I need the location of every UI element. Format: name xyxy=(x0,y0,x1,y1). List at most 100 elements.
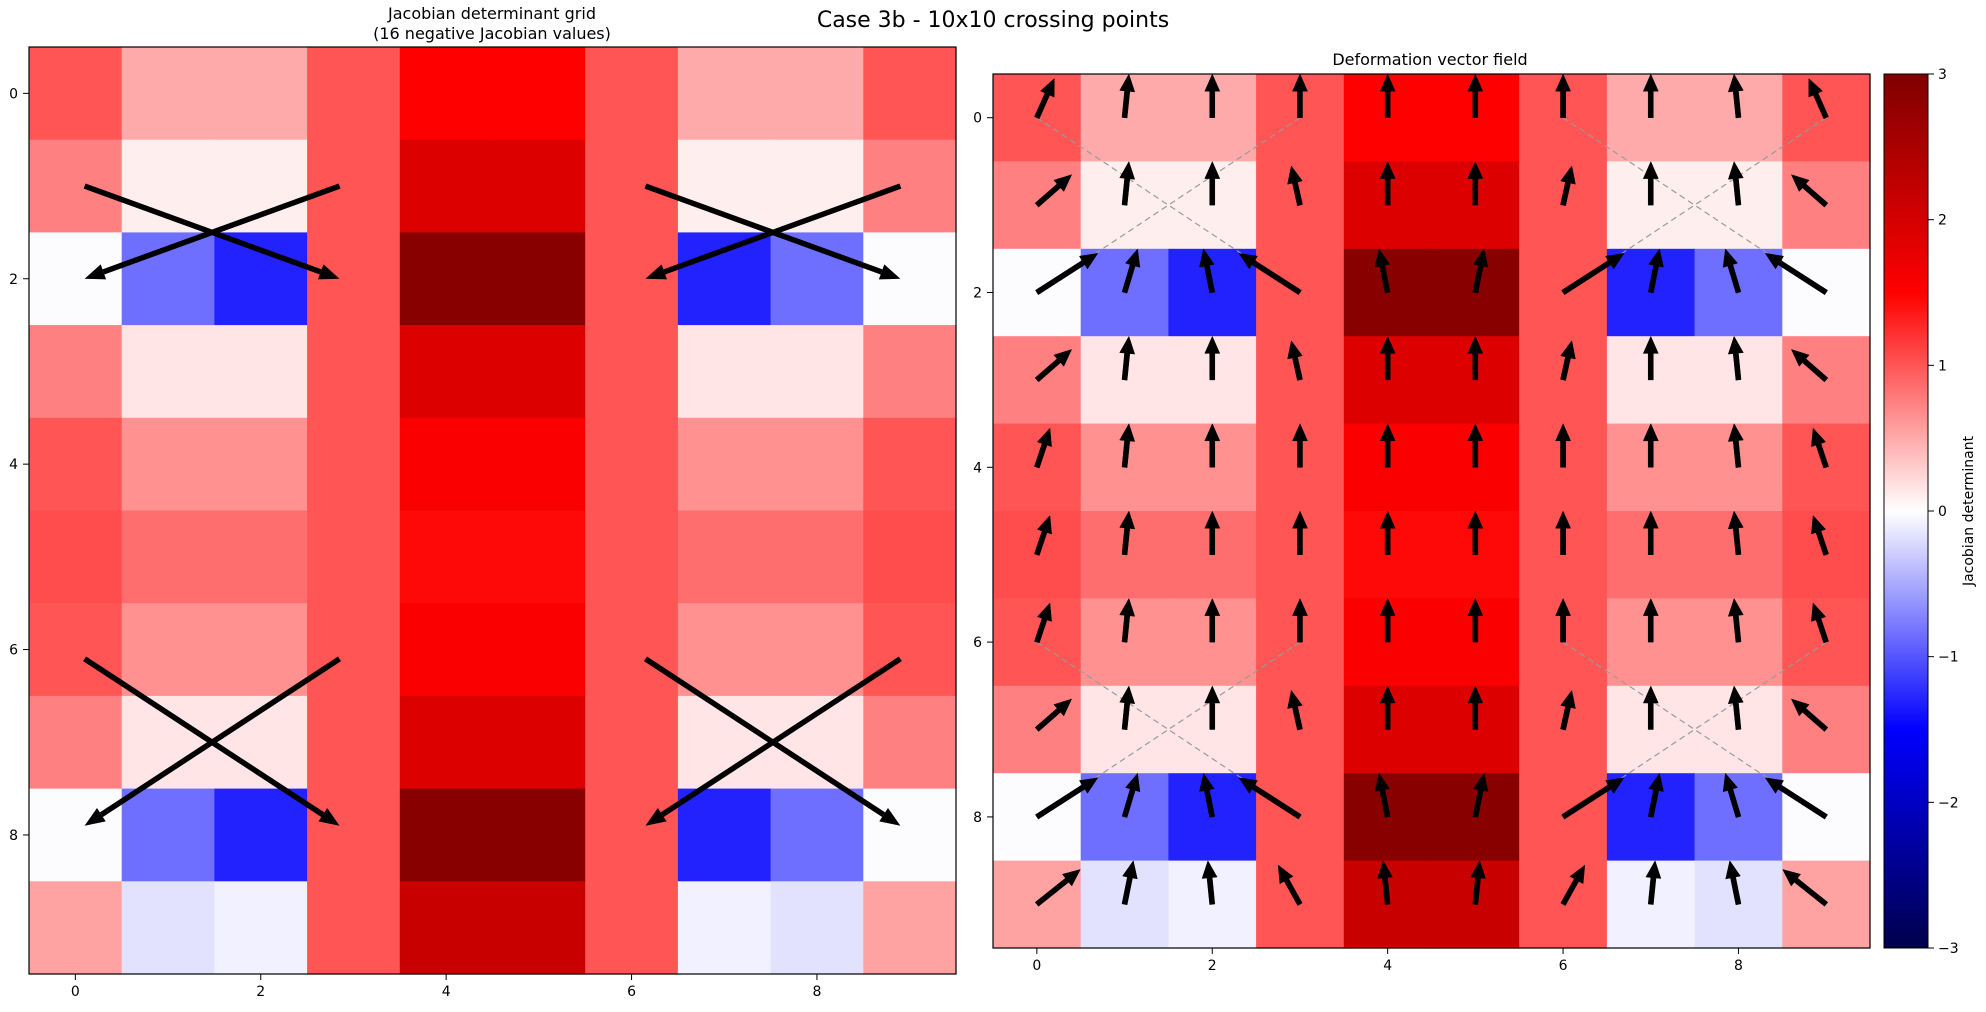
right-cell-r9-c3 xyxy=(1256,860,1345,949)
vector-arrow-r2-c8 xyxy=(1722,248,1742,294)
left-cell-r0-c5 xyxy=(492,47,586,141)
vector-arrow-r8-c6 xyxy=(1561,777,1625,820)
vector-arrow-r2-c7 xyxy=(1647,248,1664,294)
right-xtick-label: 0 xyxy=(1032,958,1041,974)
vector-arrow-r1-c7 xyxy=(1642,160,1659,206)
left-cell-r1-c0 xyxy=(29,139,123,233)
vector-arrow-r8-c9 xyxy=(1764,777,1828,820)
crossing-arrow-shaft-3 xyxy=(663,183,902,275)
colorbar-tick-label: −1 xyxy=(1938,650,1959,666)
left-xtick-label: 8 xyxy=(812,984,821,1000)
vector-arrow-r0-c0 xyxy=(1034,78,1055,120)
left-cell-r5-c9 xyxy=(863,510,957,604)
right-cell-r3-c9 xyxy=(1782,336,1871,425)
crossing-arrow-shaft-4 xyxy=(83,656,325,818)
left-cell-r3-c4 xyxy=(399,325,494,419)
left-cell-r0-c1 xyxy=(121,47,215,141)
right-cell-r8-c9 xyxy=(1782,773,1871,862)
vector-arrow-r9-c5 xyxy=(1470,860,1486,905)
left-cell-r0-c3 xyxy=(307,47,401,141)
vector-arrow-r9-c9 xyxy=(1782,869,1829,907)
left-cell-r9-c3 xyxy=(307,881,401,975)
left-cell-r3-c2 xyxy=(214,325,308,419)
left-xtick-label: 2 xyxy=(256,984,265,1000)
vector-arrow-r9-c2 xyxy=(1201,860,1218,905)
left-cell-r3-c8 xyxy=(770,325,864,419)
left-cell-r2-c4 xyxy=(399,232,494,326)
colorbar-tick-label: 2 xyxy=(1938,213,1947,229)
right-cell-r2-c9 xyxy=(1782,248,1871,337)
left-cell-r9-c8 xyxy=(770,881,864,975)
left-cell-r0-c2 xyxy=(214,47,308,141)
vector-arrow-r2-c2 xyxy=(1199,248,1216,294)
vector-arrow-r7-c7 xyxy=(1642,685,1659,730)
crossing-arrow-head-5 xyxy=(84,808,106,826)
crossing-arrow-shaft-0 xyxy=(83,183,322,275)
right-cell-r4-c9 xyxy=(1782,423,1871,512)
vector-arrow-r3-c8 xyxy=(1727,335,1744,381)
vector-arrow-r8-c1 xyxy=(1121,772,1141,818)
left-cell-r5-c5 xyxy=(492,510,586,604)
vector-arrow-r5-c8 xyxy=(1727,510,1744,556)
vector-arrow-r6-c9 xyxy=(1811,602,1829,644)
vector-arrow-r5-c1 xyxy=(1119,510,1136,556)
right-ytick-label: 0 xyxy=(973,111,982,127)
crossing-arrow-shaft-1 xyxy=(102,183,341,275)
left-cell-r3-c3 xyxy=(307,325,401,419)
vector-arrow-r1-c0 xyxy=(1034,174,1073,208)
left-cell-r9-c5 xyxy=(492,881,586,975)
left-cell-r5-c4 xyxy=(399,510,494,604)
vector-arrow-r0-c8 xyxy=(1727,73,1744,119)
left-cell-r6-c4 xyxy=(399,603,494,697)
vector-arrow-r5-c3 xyxy=(1292,510,1308,555)
vector-arrow-r7-c1 xyxy=(1119,685,1136,731)
left-crossing-arrows xyxy=(83,183,902,826)
vector-arrow-r2-c9 xyxy=(1764,252,1828,296)
right-xtick-label: 4 xyxy=(1383,958,1392,974)
left-ytick-label: 2 xyxy=(9,272,18,288)
left-cell-r1-c2 xyxy=(214,139,308,233)
vector-arrow-r3-c1 xyxy=(1119,335,1136,381)
vector-arrow-r7-c9 xyxy=(1790,698,1829,732)
vector-arrow-r7-c0 xyxy=(1034,698,1073,732)
crossing-arrow-shaft-6 xyxy=(643,656,886,818)
colorbar-tick-label: 1 xyxy=(1938,358,1947,374)
vector-arrow-r5-c2 xyxy=(1204,510,1221,555)
vector-arrow-r1-c2 xyxy=(1204,160,1221,206)
right-ytick-label: 4 xyxy=(973,460,982,476)
right-panel: Deformation vector field 0 2 4 6 8 0 2 4 6 8 xyxy=(973,50,1871,974)
left-cell-r6-c7 xyxy=(677,603,772,697)
left-cell-r3-c9 xyxy=(863,325,957,419)
left-cell-r1-c7 xyxy=(677,139,772,233)
colorbar-label: Jacobian determinant xyxy=(1961,435,1977,587)
vector-arrow-r1-c4 xyxy=(1379,160,1396,206)
left-cell-r3-c7 xyxy=(677,325,772,419)
vector-arrow-r6-c6 xyxy=(1555,597,1571,643)
left-ytick-label: 0 xyxy=(9,86,18,102)
vector-arrow-r9-c6 xyxy=(1560,864,1586,906)
left-cell-r7-c0 xyxy=(29,695,123,790)
crossing-arrow-head-4 xyxy=(318,808,340,826)
left-cell-r8-c0 xyxy=(29,788,123,882)
right-axes-frame xyxy=(992,73,1871,949)
vector-arrow-r4-c1 xyxy=(1119,423,1136,468)
crossing-arrow-shaft-5 xyxy=(99,656,342,818)
vector-arrow-r7-c5 xyxy=(1467,685,1484,730)
left-cell-r4-c6 xyxy=(585,417,679,512)
vector-arrow-r3-c5 xyxy=(1467,335,1484,381)
crossing-arrow-head-6 xyxy=(879,808,901,826)
crossing-arrow-head-2 xyxy=(878,264,901,280)
vector-arrow-r6-c7 xyxy=(1642,597,1659,643)
left-cell-r8-c9 xyxy=(863,788,957,882)
right-cell-r7-c9 xyxy=(1782,685,1871,774)
vector-arrow-r9-c3 xyxy=(1277,864,1303,906)
left-cell-r7-c4 xyxy=(399,695,494,790)
left-cell-r8-c3 xyxy=(307,788,401,882)
vector-arrow-r4-c2 xyxy=(1204,423,1221,468)
vector-arrow-r1-c9 xyxy=(1790,174,1829,208)
right-cell-r7-c3 xyxy=(1256,685,1345,774)
left-cell-r3-c6 xyxy=(585,325,679,419)
left-cell-r7-c9 xyxy=(863,695,957,790)
left-cell-r1-c5 xyxy=(492,139,586,233)
left-cell-r1-c6 xyxy=(585,139,679,233)
